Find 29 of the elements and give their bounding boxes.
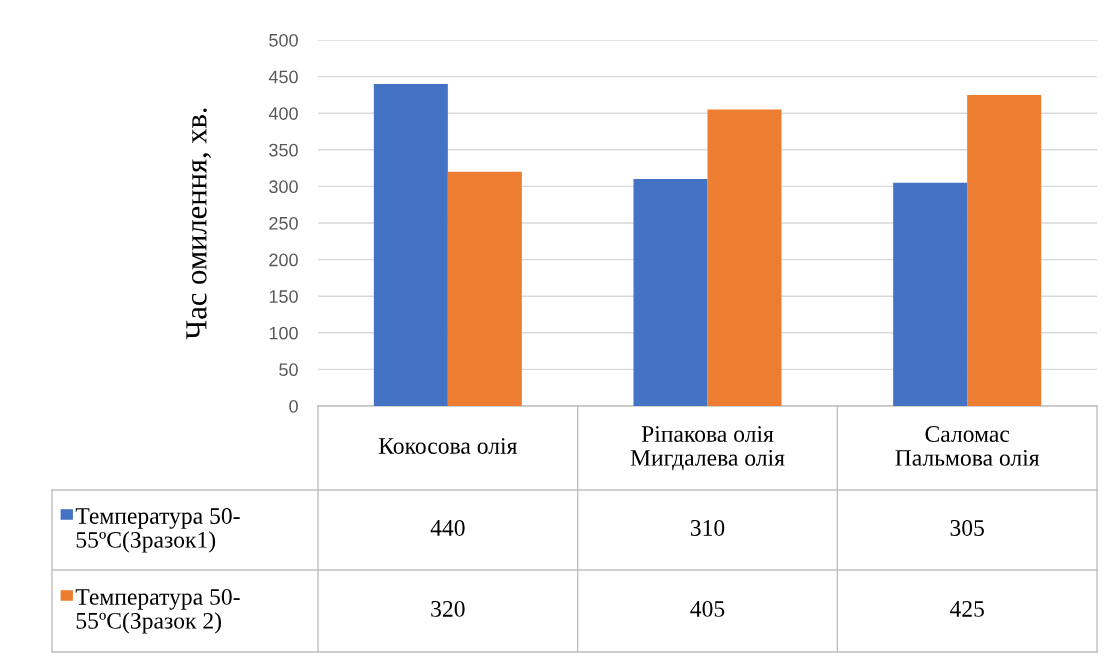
y-tick-label: 100 xyxy=(269,326,298,340)
bar xyxy=(447,171,522,406)
y-tick-label: 400 xyxy=(268,107,298,120)
y-axis-title: Час омилення, хв. xyxy=(186,108,212,340)
data-label: 440 xyxy=(430,519,465,536)
bar xyxy=(373,83,448,406)
data-label: 405 xyxy=(690,600,725,617)
bar xyxy=(967,94,1042,406)
data-label: 305 xyxy=(950,519,984,536)
legend-label: Температура 50- 55ºC(Зразок1) xyxy=(75,507,240,553)
bar xyxy=(893,182,968,406)
y-tick-label: 50 xyxy=(279,363,298,377)
y-tick-label: 150 xyxy=(269,290,298,303)
y-tick-label: 300 xyxy=(269,180,298,194)
bar xyxy=(633,179,708,406)
y-tick-label: 500 xyxy=(269,33,298,47)
x-tick-label: Ріпакова олія Мигдалева олія xyxy=(630,426,785,471)
y-tick-label: 0 xyxy=(289,399,298,413)
data-label: 320 xyxy=(431,600,465,617)
data-label: 425 xyxy=(949,601,984,617)
y-tick-label: 250 xyxy=(269,216,298,230)
legend-label: Температура 50- 55ºC(Зразок 2) xyxy=(75,588,240,634)
data-label: 310 xyxy=(690,519,725,536)
x-tick-label: Саломас Пальмова олія xyxy=(895,426,1040,466)
bar xyxy=(707,109,782,406)
y-tick-label: 350 xyxy=(269,143,298,157)
x-tick-label: Кокосова олія xyxy=(378,438,518,454)
y-tick-label: 450 xyxy=(268,70,298,84)
y-tick-label: 200 xyxy=(269,253,298,267)
